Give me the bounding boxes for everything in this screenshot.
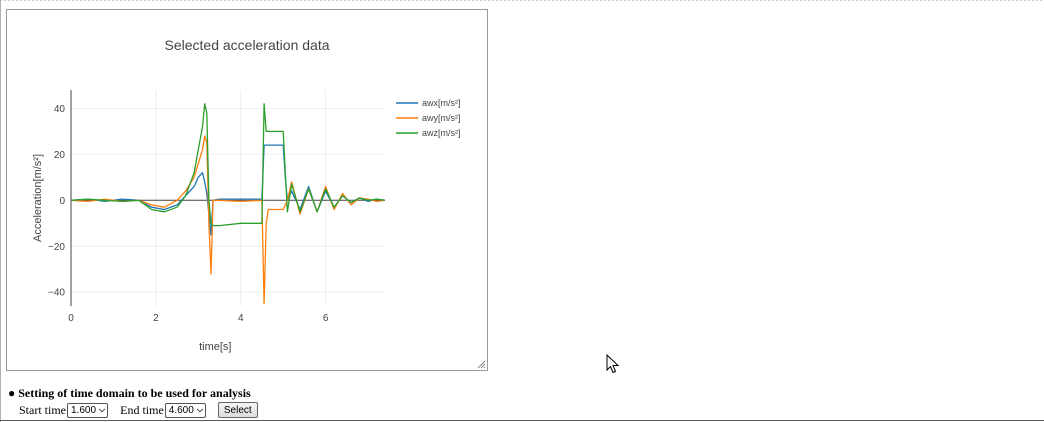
chart-title: Selected acceleration data [165, 37, 330, 53]
chevron-down-icon: ⌵ [99, 405, 106, 414]
end-time-label: End time [120, 402, 164, 417]
x-tick-label: 2 [153, 313, 159, 324]
y-axis-label: Acceleration[m/s²] [32, 154, 44, 242]
chevron-down-icon: ⌵ [196, 405, 203, 414]
page-edge-bottom [0, 420, 1044, 421]
settings-title: Setting of time domain to be used for an… [18, 386, 251, 400]
legend-label-1: awx[m/s²] [422, 98, 461, 108]
start-time-select[interactable]: 1.600 ⌵ [67, 402, 109, 418]
acceleration-chart[interactable]: 0 2 4 6 −40 −20 0 20 40 Selected acceleration dat… [7, 10, 487, 370]
y-tick-label: 0 [59, 196, 65, 207]
series-line-2 [70, 135, 386, 305]
start-time-value: 1.600 [71, 404, 97, 416]
bullet-icon: ● [8, 386, 16, 400]
settings-heading: ● Setting of time domain to be used for a… [8, 386, 251, 401]
x-tick-label: 4 [238, 313, 244, 324]
time-domain-settings: ● Setting of time domain to be used for a… [8, 386, 258, 418]
time-controls: Start time 1.600 ⌵ End time 4.600 ⌵ Sele… [19, 402, 258, 418]
y-tick-label: 20 [54, 150, 66, 161]
page-edge-top [0, 0, 1044, 1]
series-line-3 [70, 103, 386, 227]
series-line-1 [70, 144, 386, 236]
x-axis-label: time[s] [199, 341, 231, 353]
y-tick-label: −40 [48, 288, 65, 299]
chart-panel: 0 2 4 6 −40 −20 0 20 40 Selected acceleration dat… [6, 9, 488, 371]
legend-label-2: awy[m/s²] [422, 113, 461, 123]
resize-grip-icon[interactable] [477, 360, 486, 369]
start-time-label: Start time [19, 402, 66, 417]
y-tick-label: 40 [54, 104, 66, 115]
page-edge-left [0, 0, 1, 422]
x-tick-label: 6 [323, 313, 329, 324]
mouse-pointer-icon [606, 354, 620, 374]
y-tick-label: −20 [48, 242, 65, 253]
legend-label-3: awz[m/s²] [422, 128, 461, 138]
end-time-value: 4.600 [168, 404, 194, 416]
x-tick-label: 0 [68, 313, 74, 324]
select-button[interactable]: Select [217, 402, 258, 418]
end-time-select[interactable]: 4.600 ⌵ [164, 402, 206, 418]
